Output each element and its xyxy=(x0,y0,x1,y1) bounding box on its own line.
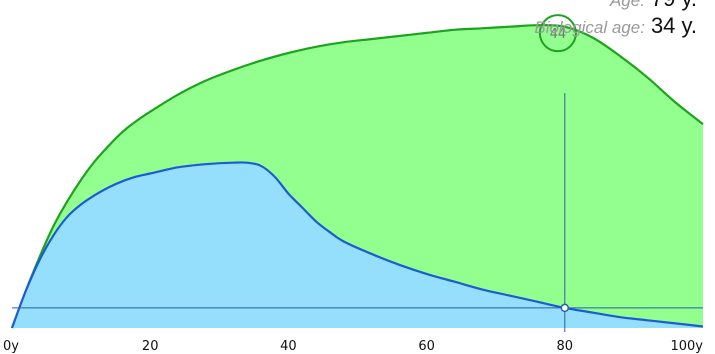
biological-age-label: Biological age: xyxy=(534,18,645,37)
age-marker: 44 xyxy=(538,14,577,53)
x-tick-label: 20 xyxy=(142,339,159,354)
crosshair-point xyxy=(560,303,570,313)
chronological-age-value: 79 y. xyxy=(651,0,697,11)
outer-line xyxy=(10,24,704,329)
biological-age: Biological age: 34 y. xyxy=(534,13,697,39)
x-tick-label: 80 xyxy=(557,339,574,354)
crosshair xyxy=(12,93,703,332)
biological-age-marker-circle xyxy=(538,14,577,53)
inner-line xyxy=(10,161,704,329)
inner-area xyxy=(12,162,703,328)
biological-age-value: 34 y. xyxy=(650,13,697,38)
x-tick-label: 60 xyxy=(418,339,435,354)
areas-layer xyxy=(10,24,704,329)
x-axis-ticks: 0y 20 40 60 80 100y xyxy=(3,339,703,354)
chronological-age: Age: 79 y. xyxy=(610,0,697,12)
chronological-age-label: Age: xyxy=(609,0,645,10)
biological-age-marker-label: 44 xyxy=(550,27,567,42)
x-tick-label: 0y xyxy=(3,339,19,354)
x-tick-label: 40 xyxy=(280,339,297,354)
x-tick-label: 100y xyxy=(670,339,703,354)
